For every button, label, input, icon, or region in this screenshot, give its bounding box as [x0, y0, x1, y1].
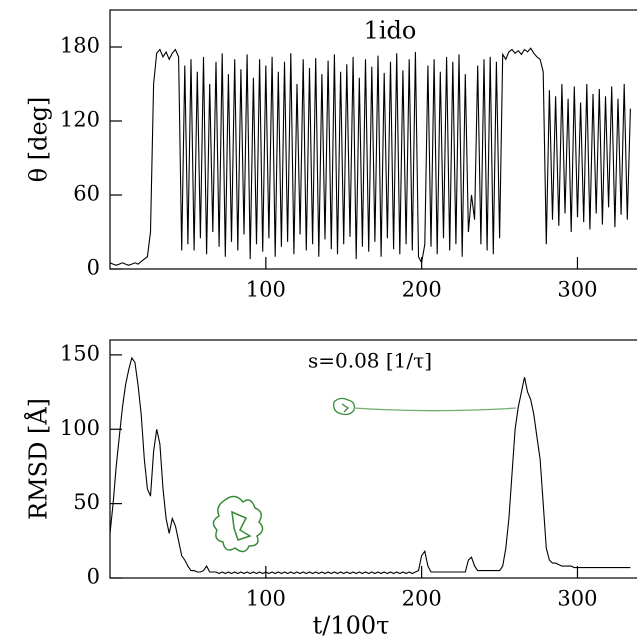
- plot-frame: [109, 339, 637, 579]
- panel-title: s=0.08 [1/τ]: [308, 349, 432, 373]
- x-axis-label: t/100τ: [313, 612, 390, 640]
- x-tick-label: 200: [402, 278, 442, 302]
- extended-structure-inset: [333, 397, 517, 416]
- y-axis-label: RMSD [Å]: [24, 398, 53, 520]
- data-line: [110, 47, 631, 266]
- data-line: [110, 356, 631, 575]
- y-tick-label: 180: [60, 34, 100, 58]
- y-tick-label: 0: [87, 565, 100, 589]
- y-tick-label: 100: [60, 416, 100, 440]
- x-tick-label: 100: [246, 278, 286, 302]
- y-axis-label: θ [deg]: [25, 97, 53, 183]
- x-tick-label: 200: [402, 587, 442, 611]
- y-tick-label: 150: [60, 341, 100, 365]
- y-tick-label: 60: [73, 182, 100, 206]
- x-tick-label: 300: [557, 587, 597, 611]
- plot-frame: [109, 9, 637, 270]
- y-tick-label: 50: [73, 490, 100, 514]
- compact-structure-inset: [212, 495, 264, 553]
- y-tick-label: 120: [60, 108, 100, 132]
- x-tick-label: 300: [557, 278, 597, 302]
- y-tick-label: 0: [87, 256, 100, 280]
- x-tick-label: 100: [246, 587, 286, 611]
- panel-title: 1ido: [364, 17, 417, 45]
